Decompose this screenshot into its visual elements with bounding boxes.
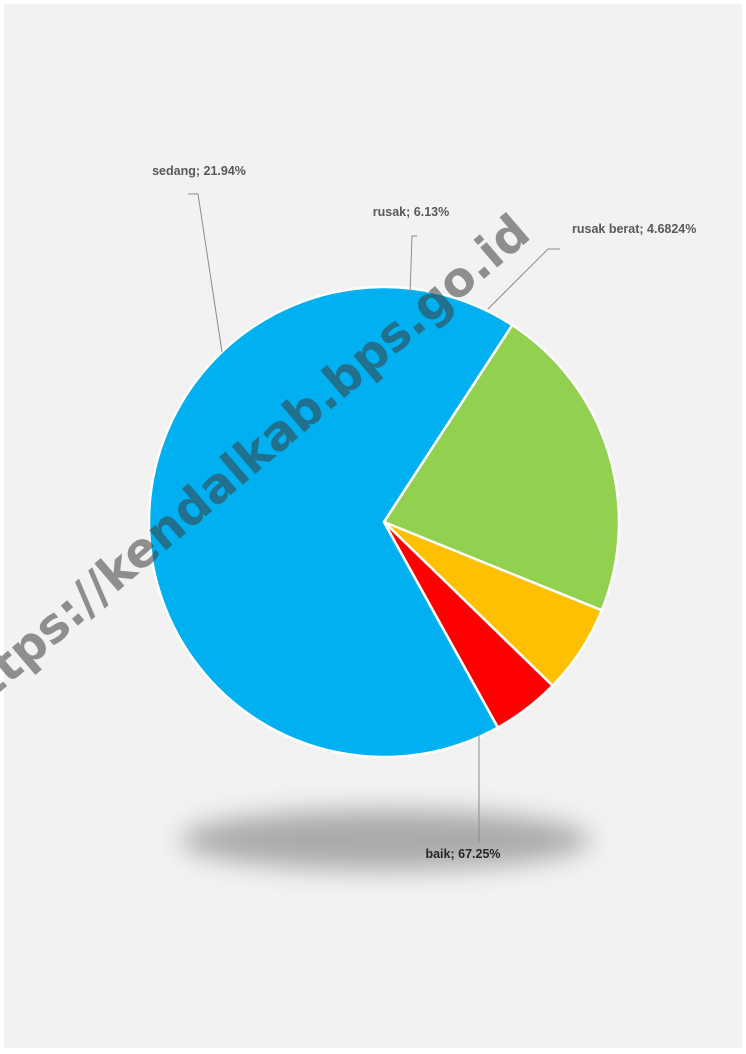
pie-slice-sedang: [382, 323, 621, 612]
pie-shadow: [180, 810, 590, 870]
data-label-baik: baik; 67.25%: [425, 847, 500, 861]
data-label-sedang: sedang; 21.94%: [152, 164, 246, 178]
data-label-rusak: rusak; 6.13%: [373, 205, 449, 219]
leader-line-rusak: [409, 235, 417, 295]
pie-slice-rusak-berat: [382, 520, 554, 729]
data-label-rusak-berat: rusak berat; 4.6824%: [572, 222, 696, 236]
leader-line-rusak-berat: [487, 248, 560, 310]
pie-slice-baik: [147, 285, 514, 759]
leader-line-sedang: [188, 193, 223, 353]
